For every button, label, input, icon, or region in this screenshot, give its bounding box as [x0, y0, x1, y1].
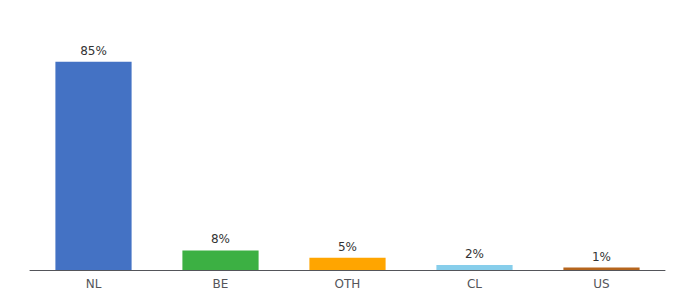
svg-text:5%: 5% — [338, 240, 357, 254]
svg-text:OTH: OTH — [335, 277, 361, 291]
svg-text:8%: 8% — [211, 232, 230, 246]
svg-text:NL: NL — [86, 277, 102, 291]
svg-text:85%: 85% — [80, 44, 107, 58]
svg-text:1%: 1% — [592, 250, 611, 264]
svg-text:BE: BE — [213, 277, 229, 291]
svg-text:2%: 2% — [465, 247, 484, 261]
svg-text:CL: CL — [467, 277, 482, 291]
svg-text:US: US — [593, 277, 609, 291]
